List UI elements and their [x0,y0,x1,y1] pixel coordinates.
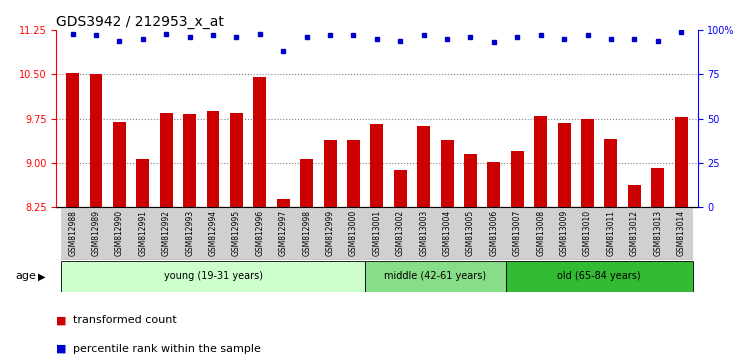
Text: GSM812988: GSM812988 [68,210,77,256]
Bar [558,123,571,207]
Text: GSM812991: GSM812991 [138,210,147,256]
Bar [436,207,459,260]
Text: GSM813006: GSM813006 [490,210,499,256]
Bar [61,261,365,292]
Bar [131,207,154,260]
Bar [675,117,688,207]
Text: GSM812994: GSM812994 [209,210,218,256]
Text: GSM813005: GSM813005 [466,210,475,256]
Bar [108,207,131,260]
Bar [61,207,84,260]
Bar [183,114,196,207]
Bar [646,207,670,260]
Text: GSM813000: GSM813000 [349,210,358,256]
Bar [300,159,313,207]
Bar [604,139,617,207]
Text: GSM812997: GSM812997 [279,210,288,256]
Bar [534,116,548,207]
Bar [511,151,524,207]
Bar [464,154,477,207]
Bar [622,207,646,260]
Text: GSM813012: GSM813012 [630,210,639,256]
Text: GSM812996: GSM812996 [255,210,264,256]
Text: GDS3942 / 212953_x_at: GDS3942 / 212953_x_at [56,15,224,29]
Text: GSM813007: GSM813007 [513,210,522,256]
Text: middle (42-61 years): middle (42-61 years) [384,272,487,281]
Bar [412,207,436,260]
Bar [488,162,500,207]
Bar [272,207,295,260]
Bar [295,207,318,260]
Text: GSM813008: GSM813008 [536,210,545,256]
Bar [154,207,178,260]
Bar [277,199,290,207]
Bar [365,207,388,260]
Text: GSM813010: GSM813010 [583,210,592,256]
Bar [84,207,108,260]
Bar [225,207,248,260]
Bar [136,159,149,207]
Text: GSM812992: GSM812992 [162,210,171,256]
Bar [318,207,342,260]
Bar [66,73,79,207]
Text: GSM813001: GSM813001 [372,210,381,256]
Bar [459,207,482,260]
Bar [342,207,365,260]
Bar [599,207,622,260]
Bar [394,170,406,207]
Bar [482,207,506,260]
Bar [254,77,266,207]
Bar [506,207,529,260]
Bar [365,261,506,292]
Text: GSM813013: GSM813013 [653,210,662,256]
Bar [201,207,225,260]
Bar [670,207,693,260]
Text: ▶: ▶ [38,272,45,281]
Bar [113,121,126,207]
Text: GSM813002: GSM813002 [396,210,405,256]
Text: GSM812989: GSM812989 [92,210,100,256]
Text: old (65-84 years): old (65-84 years) [557,272,641,281]
Bar [230,113,243,207]
Text: GSM813009: GSM813009 [560,210,568,256]
Bar [576,207,599,260]
Text: GSM813011: GSM813011 [607,210,616,256]
Text: ■: ■ [56,315,67,325]
Bar [324,141,337,207]
Text: GSM812999: GSM812999 [326,210,334,256]
Text: transformed count: transformed count [73,315,176,325]
Bar [651,167,664,207]
Bar [160,113,172,207]
Bar [628,185,640,207]
Bar [441,141,454,207]
Text: GSM812993: GSM812993 [185,210,194,256]
Bar [347,141,360,207]
Text: young (19-31 years): young (19-31 years) [164,272,262,281]
Bar [388,207,412,260]
Bar [248,207,272,260]
Bar [370,125,383,207]
Text: GSM812995: GSM812995 [232,210,241,256]
Text: GSM813004: GSM813004 [442,210,452,256]
Bar [553,207,576,260]
Text: GSM812990: GSM812990 [115,210,124,256]
Text: GSM812998: GSM812998 [302,210,311,256]
Bar [417,126,430,207]
Text: ■: ■ [56,344,67,354]
Bar [178,207,201,260]
Text: age: age [15,272,36,281]
Text: percentile rank within the sample: percentile rank within the sample [73,344,261,354]
Bar [206,111,220,207]
Bar [89,74,103,207]
Text: GSM813003: GSM813003 [419,210,428,256]
Bar [581,119,594,207]
Bar [506,261,693,292]
Bar [529,207,553,260]
Text: GSM813014: GSM813014 [676,210,686,256]
